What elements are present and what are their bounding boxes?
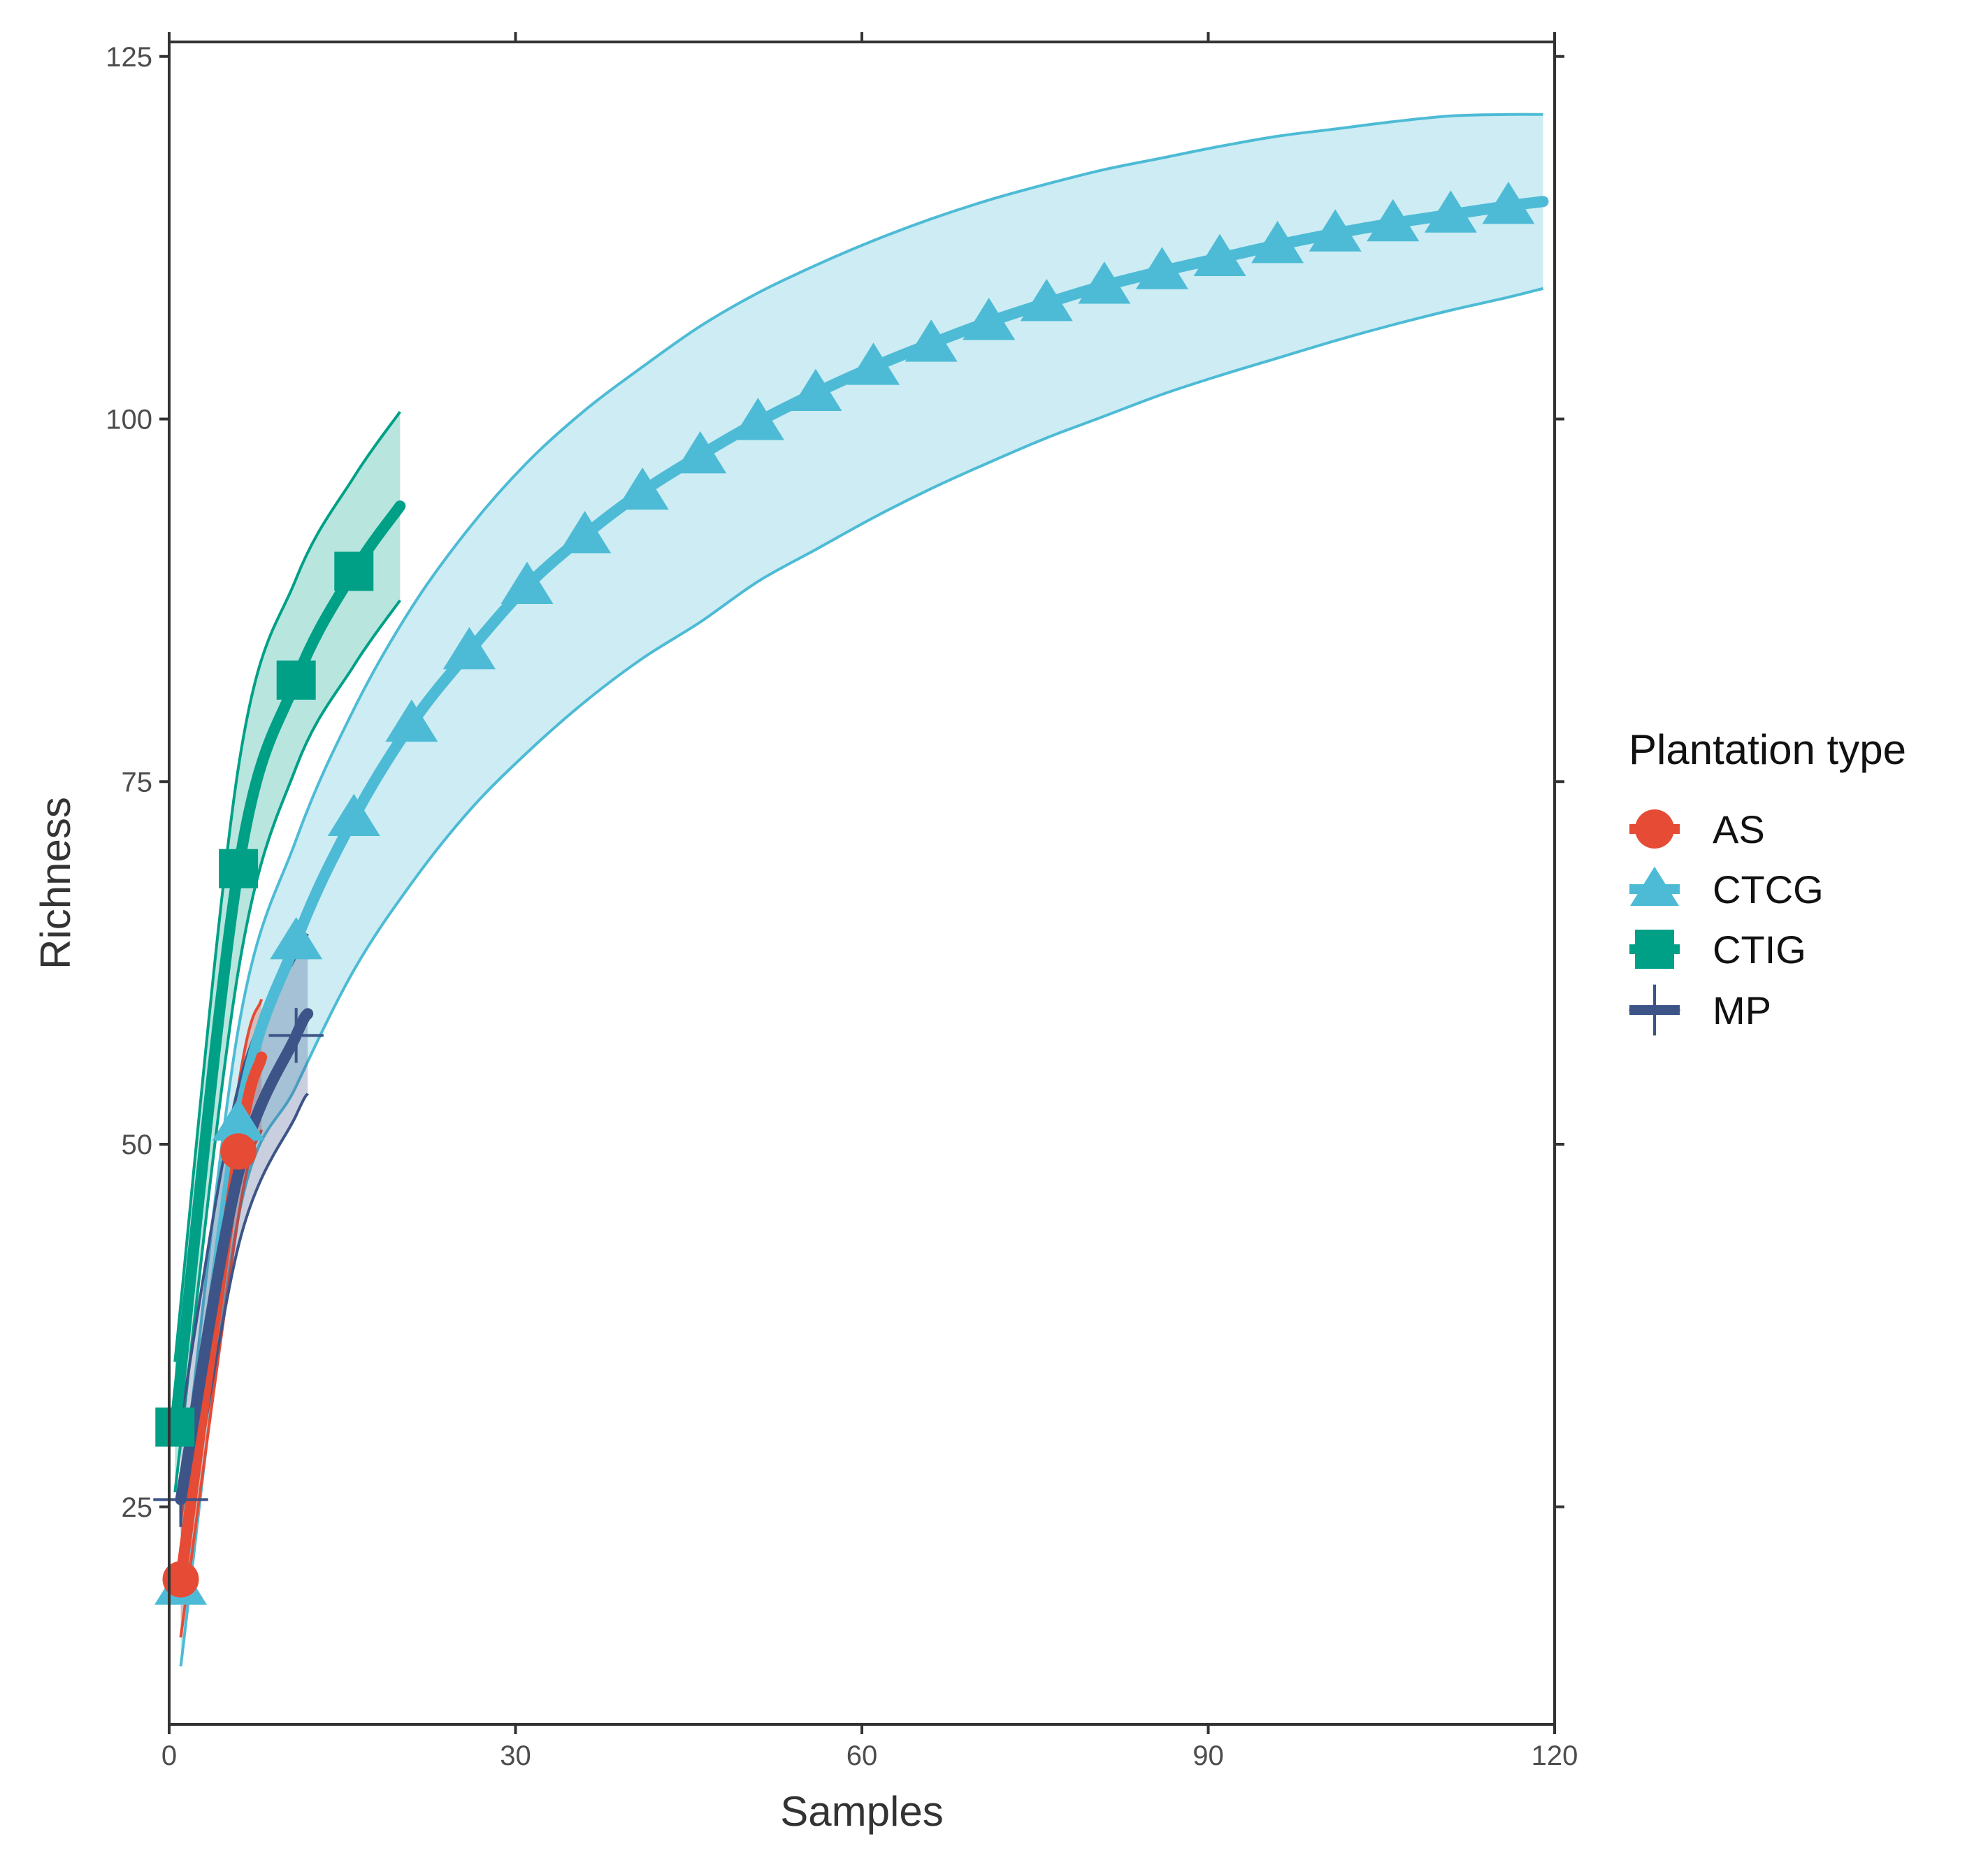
marker-ctcg-6	[500, 561, 554, 604]
band-lower-ctig	[173, 599, 401, 1493]
marker-ctcg-14	[963, 297, 1016, 340]
marker-ctcg-1	[212, 1098, 265, 1141]
marker-ctig-2	[276, 661, 316, 700]
marker-ctcg-13	[905, 319, 958, 362]
series-markers	[153, 181, 1535, 1605]
legend-title: Plantation type	[1629, 726, 1906, 773]
band-upper-ctig	[173, 410, 401, 1362]
marker-mp-0	[153, 1472, 208, 1527]
marker-mp-1	[268, 1008, 324, 1063]
legend: Plantation type AS CTCG CTIG MP	[1629, 726, 1906, 1036]
axes: 0 30 60 90 120 25 50 75 100 125	[106, 32, 1578, 1771]
marker-ctcg-10	[731, 398, 784, 440]
x-tick-label-4: 120	[1532, 1740, 1578, 1771]
x-tick-label-2: 60	[847, 1740, 878, 1771]
band-upper-ctcg	[179, 113, 1543, 1507]
legend-label-mp: MP	[1713, 988, 1771, 1032]
marker-ctcg-17	[1135, 247, 1188, 289]
marker-ctcg-18	[1193, 233, 1246, 277]
legend-item-mp: MP	[1629, 984, 1771, 1036]
band-mp	[180, 934, 308, 1580]
marker-ctcg-15	[1020, 279, 1073, 322]
marker-ctcg-4	[385, 699, 438, 742]
legend-key-marker-as	[1635, 809, 1674, 849]
band-lower-ctcg	[179, 287, 1543, 1667]
marker-ctcg-22	[1424, 190, 1477, 233]
marker-ctcg-9	[674, 431, 727, 474]
legend-item-ctcg: CTCG	[1629, 866, 1824, 911]
x-tick-label-1: 30	[500, 1740, 531, 1771]
legend-key-marker-ctcg	[1630, 866, 1679, 907]
marker-ctcg-20	[1309, 209, 1362, 252]
x-tick-label-0: 0	[161, 1740, 177, 1771]
legend-label-ctcg: CTCG	[1713, 867, 1824, 911]
marker-ctcg-7	[559, 511, 612, 554]
legend-items: AS CTCG CTIG MP	[1629, 807, 1824, 1036]
legend-item-as: AS	[1629, 807, 1765, 851]
y-tick-label-3: 100	[106, 405, 152, 435]
legend-key-marker-mp	[1629, 984, 1680, 1036]
band-ctcg	[180, 114, 1543, 1667]
marker-ctcg-2	[270, 917, 323, 960]
legend-label-as: AS	[1713, 807, 1765, 851]
marker-as-1	[220, 1133, 257, 1170]
marker-ctcg-3	[327, 793, 380, 836]
marker-as-0	[162, 1561, 199, 1598]
marker-ctcg-12	[847, 343, 900, 385]
y-axis-title: Richness	[32, 797, 79, 969]
marker-ctcg-8	[616, 467, 669, 510]
marker-ctcg-23	[1482, 181, 1535, 224]
y-tick-label-0: 25	[122, 1492, 153, 1523]
legend-key-marker-ctig	[1635, 930, 1674, 969]
legend-item-ctig: CTIG	[1629, 928, 1806, 972]
y-tick-label-4: 125	[106, 42, 152, 73]
marker-ctcg-16	[1078, 261, 1131, 304]
y-tick-label-1: 50	[122, 1130, 153, 1160]
marker-ctig-0	[155, 1407, 195, 1447]
band-ctig	[175, 412, 401, 1492]
line-ctcg	[175, 196, 1549, 1592]
x-axis-title: Samples	[780, 1788, 943, 1835]
legend-label-ctig: CTIG	[1713, 928, 1806, 972]
marker-ctcg-19	[1251, 221, 1304, 264]
x-tick-label-3: 90	[1193, 1740, 1224, 1771]
marker-ctcg-5	[442, 627, 496, 670]
y-tick-label-2: 75	[122, 767, 153, 798]
marker-ctig-1	[219, 849, 259, 888]
marker-ctcg-11	[789, 368, 842, 412]
marker-ctig-3	[334, 551, 374, 591]
marker-ctcg-21	[1367, 199, 1420, 242]
